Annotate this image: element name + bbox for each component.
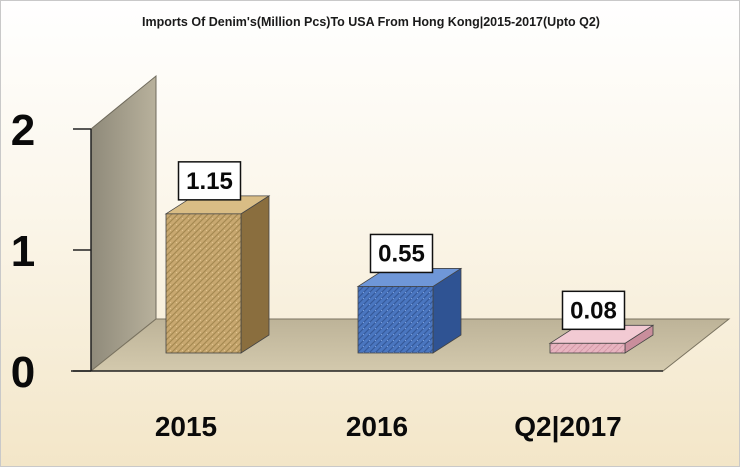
data-label: 0.55 (378, 240, 425, 267)
bar (357, 286, 434, 354)
chart-title: Imports Of Denim's(Million Pcs)To USA Fr… (142, 15, 600, 29)
data-label-box (561, 290, 626, 331)
y-tick-label: 2 (11, 106, 35, 155)
x-tick-label: 2016 (346, 411, 408, 442)
data-label: 1.15 (186, 168, 233, 195)
bar (165, 213, 242, 354)
y-tick-label: 0 (11, 348, 35, 397)
bar (549, 342, 626, 354)
x-tick-label: Q2|2017 (514, 411, 621, 442)
y-tick-label: 1 (11, 227, 35, 276)
bar-side (240, 195, 270, 354)
data-label-box (177, 161, 242, 201)
x-tick-label: 2015 (155, 411, 217, 442)
data-label-box (369, 233, 434, 274)
data-label: 0.08 (570, 297, 617, 324)
